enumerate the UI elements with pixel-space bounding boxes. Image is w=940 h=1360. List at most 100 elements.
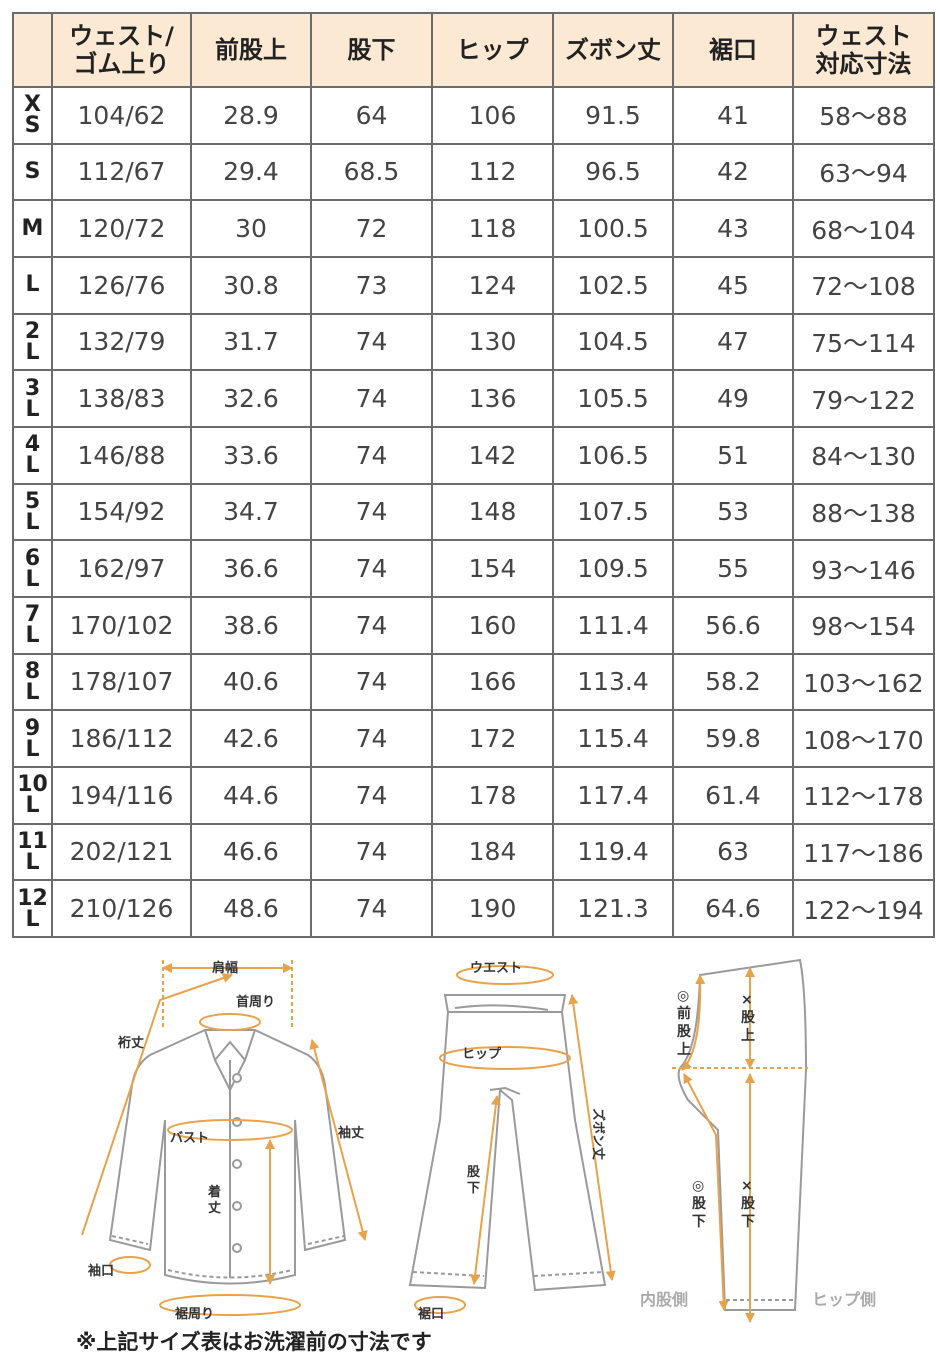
table-cell: 102.5 [552,255,674,315]
table-cell: 142 [431,425,554,485]
front-rise-o-char-2: 前 [677,1005,691,1022]
table-cell: 117～186 [792,822,935,882]
table-cell: 30 [190,199,312,258]
size-label: 7 L [12,595,53,655]
table-row: 2 L 132/79 31.7 74 130 104.5 47 75～114 [12,312,935,372]
size-label: M [12,199,53,258]
table-cell: 120/72 [51,199,192,258]
table-row: 6 L 162/97 36.6 74 154 109.5 55 93～146 [12,539,935,598]
table-row: M 120/72 30 72 118 100.5 43 68～104 [12,199,935,258]
table-cell: 74 [310,425,433,485]
table-cell: 56.6 [672,595,794,655]
table-row: 12 L 210/126 48.6 74 190 121.3 64.6 122～194 [12,879,935,938]
table-cell: 126/76 [51,255,192,315]
table-cell: 184 [431,822,554,882]
garment-diagram: 肩幅 首周り 裄丈 バスト 袖丈 着 丈 袖口 裾周り ウエスト ヒップ 股 下… [81,958,876,1323]
table-cell: 58.2 [672,652,794,712]
table-cell: 210/126 [51,879,192,938]
table-cell: 28.9 [190,86,312,145]
table-cell: 112/67 [51,142,192,202]
side-view-labels: ◎ 前 股 上 × 股 上 ◎ 股 下 × 股 下 内股側 ヒップ側 [640,988,876,1309]
table-cell: 79～122 [792,369,935,428]
size-table: ウェスト/ ゴム上り 前股上 股下 ヒップ ズボン丈 裾口 ウェスト 対応寸法 X S 104… [12,12,935,938]
column-header: ヒップ [431,12,554,88]
table-cell: 132/79 [51,312,192,372]
front-rise-o-char-4: 上 [677,1042,691,1058]
table-cell: 111.4 [552,595,674,655]
table-cell: 53 [672,482,794,542]
column-header: 裾口 [672,12,794,88]
pants-length-label: ズボン丈 [590,1108,606,1160]
shirt-illustration [108,1029,347,1285]
table-row: L 126/76 30.8 73 124 102.5 45 72～108 [12,255,935,315]
table-cell: 58～88 [792,86,935,145]
pants-illustration [408,994,607,1292]
size-label: 8 L [12,652,53,712]
table-cell: 42.6 [190,709,312,768]
side-view-measure-lines [672,967,808,1323]
table-cell: 112 [431,142,554,202]
inseam-x-char-3: 下 [741,1214,755,1230]
size-label: S [12,142,53,202]
table-cell: 100.5 [552,199,674,258]
svg-text:ズボン丈: ズボン丈 [590,1108,606,1160]
table-cell: 47 [672,312,794,372]
table-cell: 154 [431,539,554,598]
front-rise-o-char-3: 股 [677,1024,692,1040]
table-cell: 72 [310,199,433,258]
table-cell: 41 [672,86,794,145]
header-row: ウェスト/ ゴム上り 前股上 股下 ヒップ ズボン丈 裾口 ウェスト 対応寸法 [12,12,935,88]
table-cell: 118 [431,199,554,258]
table-cell: 64 [310,86,433,145]
inseam-x-char-1: × [741,1178,753,1194]
size-label: L [12,255,53,315]
wash-note: ※上記サイズ表はお洗濯前の寸法です [76,1330,432,1354]
table-row: 5 L 154/92 34.7 74 148 107.5 53 88～138 [12,482,935,542]
table-cell: 49 [672,369,794,428]
length-label-1: 着 [207,1184,221,1200]
pants-hem-label: 裾口 [418,1306,444,1322]
table-cell: 48.6 [190,879,312,938]
waist-label: ウエスト [470,961,522,976]
table-row: 4 L 146/88 33.6 74 142 106.5 51 84～130 [12,425,935,485]
shirt-measure-lines [81,960,368,1316]
inseam-x-char-2: 股 [741,1196,756,1212]
column-header: ウェスト/ ゴム上り [51,12,192,88]
table-row: 9 L 186/112 42.6 74 172 115.4 59.8 108～170 [12,709,935,768]
table-cell: 91.5 [552,86,674,145]
table-cell: 136 [431,369,554,428]
table-cell: 40.6 [190,652,312,712]
table-cell: 106 [431,86,554,145]
header-size-corner [12,12,53,88]
table-cell: 194/116 [51,765,192,825]
table-row: 11 L 202/121 46.6 74 184 119.4 63 117～186 [12,822,935,882]
table-cell: 112～178 [792,765,935,825]
table-cell: 36.6 [190,539,312,598]
table-cell: 170/102 [51,595,192,655]
table-cell: 74 [310,709,433,768]
table-cell: 68.5 [310,142,433,202]
table-cell: 72～108 [792,255,935,315]
size-label: 10 L [12,765,53,825]
table-cell: 119.4 [552,822,674,882]
table-cell: 154/92 [51,482,192,542]
table-cell: 115.4 [552,709,674,768]
table-cell: 113.4 [552,652,674,712]
inseam-label-1: 股 [467,1165,480,1180]
pants-labels: ウエスト ヒップ 股 下 ズボン丈 裾口 [418,961,606,1322]
rise-x-char-1: × [741,992,753,1008]
table-cell: 109.5 [552,539,674,598]
table-cell: 46.6 [190,822,312,882]
table-cell: 74 [310,312,433,372]
table-cell: 96.5 [552,142,674,202]
table-cell: 104.5 [552,312,674,372]
table-cell: 45 [672,255,794,315]
neck-label: 首周り [236,994,275,1010]
size-label: 2 L [12,312,53,372]
table-cell: 74 [310,652,433,712]
size-label: 5 L [12,482,53,542]
table-cell: 146/88 [51,425,192,485]
column-header: 股下 [310,12,433,88]
table-cell: 103～162 [792,652,935,712]
table-cell: 186/112 [51,709,192,768]
